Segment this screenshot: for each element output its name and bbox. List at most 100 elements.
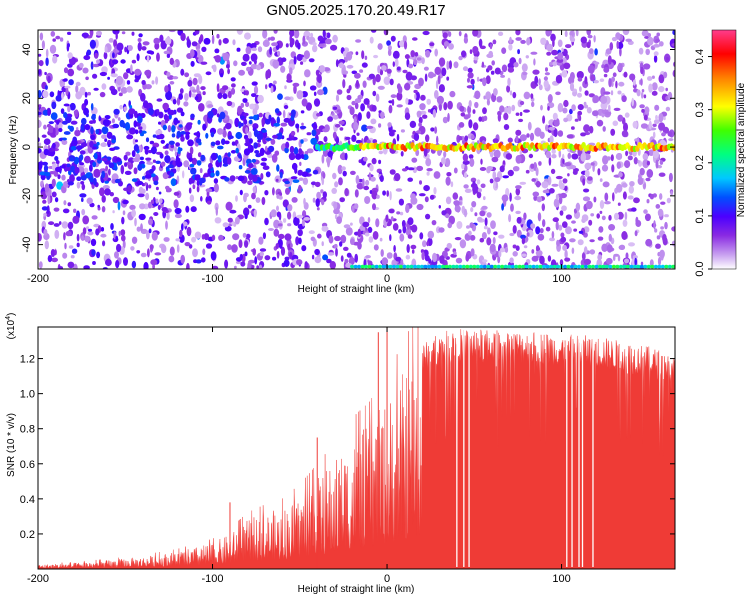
heatmap-cell [71,248,78,254]
heatmap-cell [544,72,551,76]
heatmap-cell [387,45,392,51]
heatmap-band-cell [671,264,675,269]
heatmap-cell [568,76,575,85]
heatmap-cell [289,145,295,154]
heatmap-cell [292,82,300,87]
heatmap-cell [172,98,177,105]
heatmap-cell [208,162,213,169]
heatmap-cell [584,169,590,178]
heatmap-cell [552,112,558,121]
heatmap-cell [137,38,142,42]
heatmap-cell [412,37,418,41]
heatmap-cell [410,50,416,58]
heatmap-cell [361,62,368,68]
heatmap-cell [279,127,284,134]
y-tick-label: 40 [21,43,33,55]
heatmap-cell [334,123,341,128]
heatmap-cell [487,166,493,171]
heatmap-band-cell [573,264,578,269]
heatmap-cell [532,191,540,197]
heatmap-cell [618,172,623,178]
heatmap-cell [667,131,673,137]
heatmap-cell [74,166,80,174]
heatmap-cell [419,103,426,111]
heatmap-cell [113,108,120,115]
heatmap-cell [405,227,411,236]
heatmap-cell [571,153,579,160]
heatmap-band-cell [615,264,620,269]
heatmap-cell [472,122,479,131]
heatmap-cell [526,232,530,237]
heatmap-cell [180,131,186,135]
heatmap-cell [458,122,465,128]
heatmap-cell [198,103,205,112]
heatmap-cell [148,201,152,209]
heatmap-cell [498,31,504,36]
heatmap-cell [274,108,280,114]
heatmap-cell [132,157,140,162]
heatmap-cell [62,252,68,259]
heatmap-cell [438,103,442,111]
heatmap-cell [531,178,536,182]
heatmap-cell [122,210,126,216]
heatmap-cell [407,234,413,239]
heatmap-band-cell [636,264,641,269]
heatmap-cell [230,87,236,95]
heatmap-cell [206,200,212,205]
heatmap-cell [166,71,171,77]
heatmap-cell [61,174,66,181]
heatmap-cell [398,198,404,206]
heatmap-cell [434,90,439,99]
heatmap-cell [163,50,170,55]
heatmap-cell [226,64,230,69]
heatmap-cell [210,172,215,178]
heatmap-cell [160,139,165,144]
heatmap-cell [519,100,525,106]
heatmap-cell [125,161,132,166]
heatmap-cell [126,134,134,140]
heatmap-cell [72,215,80,224]
heatmap-cell [624,258,630,264]
heatmap-cell [569,82,575,92]
heatmap-cell [335,247,338,257]
heatmap-cell [565,226,572,235]
heatmap-cell [104,180,109,184]
heatmap-cell [133,120,138,128]
heatmap-band-cell [451,264,456,269]
heatmap-cell [584,90,589,96]
heatmap-cell [493,88,498,96]
heatmap-cell [454,237,462,241]
heatmap-cell [380,65,387,71]
heatmap-cell [639,104,645,109]
heatmap-cell [265,171,271,178]
heatmap-cell [666,197,671,204]
heatmap-cell [579,86,582,92]
heatmap-cell [492,138,499,144]
heatmap-cell [301,122,304,126]
heatmap-cell [390,35,396,42]
heatmap-cell [583,188,590,193]
heatmap-cell [496,96,503,103]
heatmap-cell [190,60,195,67]
heatmap-cell [145,192,150,201]
heatmap-cell [542,115,546,124]
heatmap-cell [131,178,138,183]
heatmap-cell [126,86,133,93]
heatmap-cell [235,195,238,202]
heatmap-cell [91,215,98,220]
heatmap-cell [253,129,259,138]
heatmap-cell [90,134,96,140]
heatmap-band-cell [657,264,662,269]
heatmap-cell [89,39,96,49]
heatmap-cell [54,197,59,203]
heatmap-cell [577,92,582,98]
heatmap-cell [67,31,72,35]
heatmap-cell [368,172,372,181]
heatmap-cell [253,142,258,149]
heatmap-cell [463,114,470,120]
heatmap-cell [234,265,237,269]
heatmap-cell [149,50,155,55]
heatmap-cell [640,91,644,99]
heatmap-cell [521,253,527,257]
